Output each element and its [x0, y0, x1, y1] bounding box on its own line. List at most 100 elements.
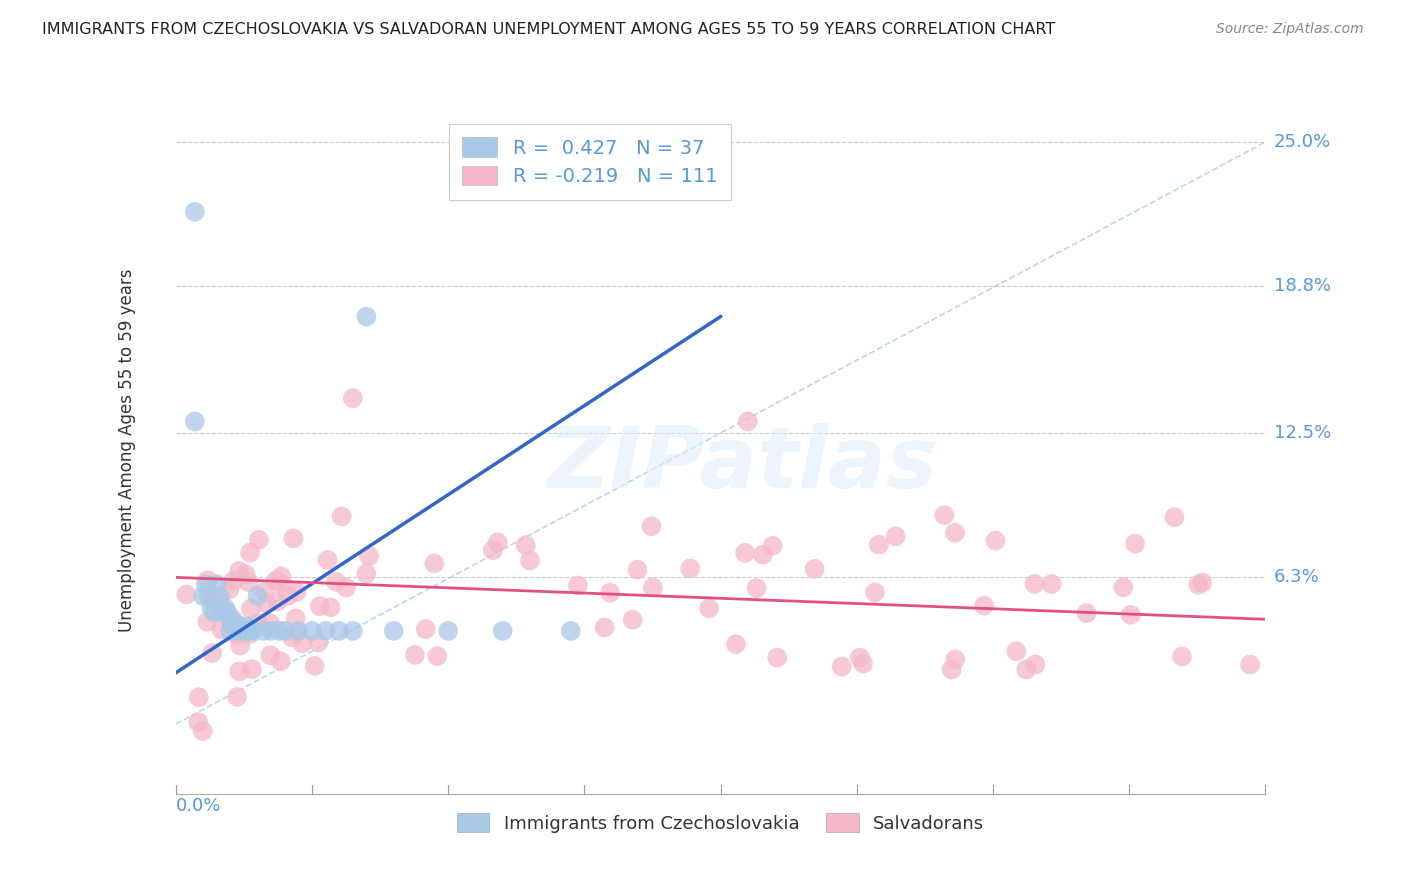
Point: [884, 529, 907, 543]
Point: [283, 532, 305, 546]
Point: [849, 650, 872, 665]
Text: 18.8%: 18.8%: [1274, 277, 1330, 295]
Point: [803, 562, 825, 576]
Point: [225, 616, 247, 631]
Point: [984, 533, 1007, 548]
Point: [1005, 644, 1028, 658]
Point: [202, 605, 225, 619]
Point: [1112, 580, 1135, 594]
Point: [187, 715, 209, 730]
Point: [335, 581, 357, 595]
Point: [270, 569, 292, 583]
Point: [307, 635, 329, 649]
Point: [724, 637, 747, 651]
Point: [269, 624, 291, 638]
Point: [943, 525, 966, 540]
Point: [641, 581, 664, 595]
Point: [229, 639, 252, 653]
Point: [330, 509, 353, 524]
Point: [209, 623, 232, 637]
Point: [197, 574, 219, 588]
Point: [200, 600, 222, 615]
Point: [1024, 657, 1046, 672]
Point: [357, 549, 380, 563]
Point: [316, 553, 339, 567]
Point: [281, 631, 304, 645]
Point: [515, 538, 537, 552]
Point: [342, 391, 364, 405]
Point: [621, 613, 644, 627]
Point: [197, 615, 219, 629]
Point: [197, 589, 219, 603]
Point: [277, 589, 299, 603]
Text: 0.0%: 0.0%: [176, 797, 221, 815]
Point: [247, 615, 270, 630]
Text: IMMIGRANTS FROM CZECHOSLOVAKIA VS SALVADORAN UNEMPLOYMENT AMONG AGES 55 TO 59 YE: IMMIGRANTS FROM CZECHOSLOVAKIA VS SALVAD…: [42, 22, 1056, 37]
Point: [240, 624, 263, 638]
Point: [356, 310, 378, 324]
Point: [208, 593, 231, 607]
Point: [486, 535, 509, 549]
Point: [239, 627, 262, 641]
Point: [211, 605, 233, 619]
Point: [766, 650, 789, 665]
Point: [315, 624, 337, 638]
Point: [319, 600, 342, 615]
Point: [274, 624, 297, 638]
Point: [626, 563, 648, 577]
Point: [599, 585, 621, 599]
Point: [191, 589, 214, 603]
Point: [852, 657, 875, 671]
Point: [259, 648, 281, 663]
Point: [246, 589, 269, 603]
Text: Unemployment Among Ages 55 to 59 years: Unemployment Among Ages 55 to 59 years: [118, 268, 136, 632]
Point: [238, 624, 260, 638]
Point: [868, 538, 890, 552]
Point: [1119, 607, 1142, 622]
Point: [404, 648, 426, 662]
Point: [219, 615, 242, 629]
Point: [423, 557, 446, 571]
Point: [697, 601, 720, 615]
Point: [287, 624, 309, 638]
Point: [301, 624, 323, 638]
Point: [943, 652, 966, 666]
Text: Source: ZipAtlas.com: Source: ZipAtlas.com: [1216, 22, 1364, 37]
Point: [941, 663, 963, 677]
Point: [240, 662, 263, 676]
Point: [325, 574, 347, 589]
Point: [437, 624, 460, 638]
Point: [222, 613, 245, 627]
Legend: Immigrants from Czechoslovakia, Salvadorans: Immigrants from Czechoslovakia, Salvador…: [450, 806, 991, 839]
Point: [247, 533, 270, 547]
Text: 25.0%: 25.0%: [1274, 133, 1331, 151]
Text: ZIPatlas: ZIPatlas: [547, 423, 938, 506]
Point: [270, 576, 292, 591]
Point: [228, 564, 250, 578]
Point: [226, 690, 249, 704]
Point: [679, 561, 702, 575]
Point: [745, 581, 768, 595]
Point: [492, 624, 515, 638]
Point: [285, 625, 308, 640]
Point: [228, 665, 250, 679]
Point: [1024, 577, 1046, 591]
Point: [187, 690, 209, 705]
Point: [253, 585, 276, 599]
Point: [382, 624, 405, 638]
Point: [194, 577, 217, 591]
Point: [560, 624, 582, 638]
Point: [239, 601, 262, 615]
Point: [219, 612, 242, 626]
Point: [863, 585, 886, 599]
Point: [191, 723, 214, 738]
Point: [202, 591, 225, 605]
Point: [184, 414, 207, 428]
Point: [934, 508, 956, 522]
Point: [1076, 606, 1098, 620]
Point: [1171, 649, 1194, 664]
Point: [342, 624, 364, 638]
Point: [264, 574, 287, 588]
Point: [208, 589, 231, 603]
Point: [222, 574, 245, 588]
